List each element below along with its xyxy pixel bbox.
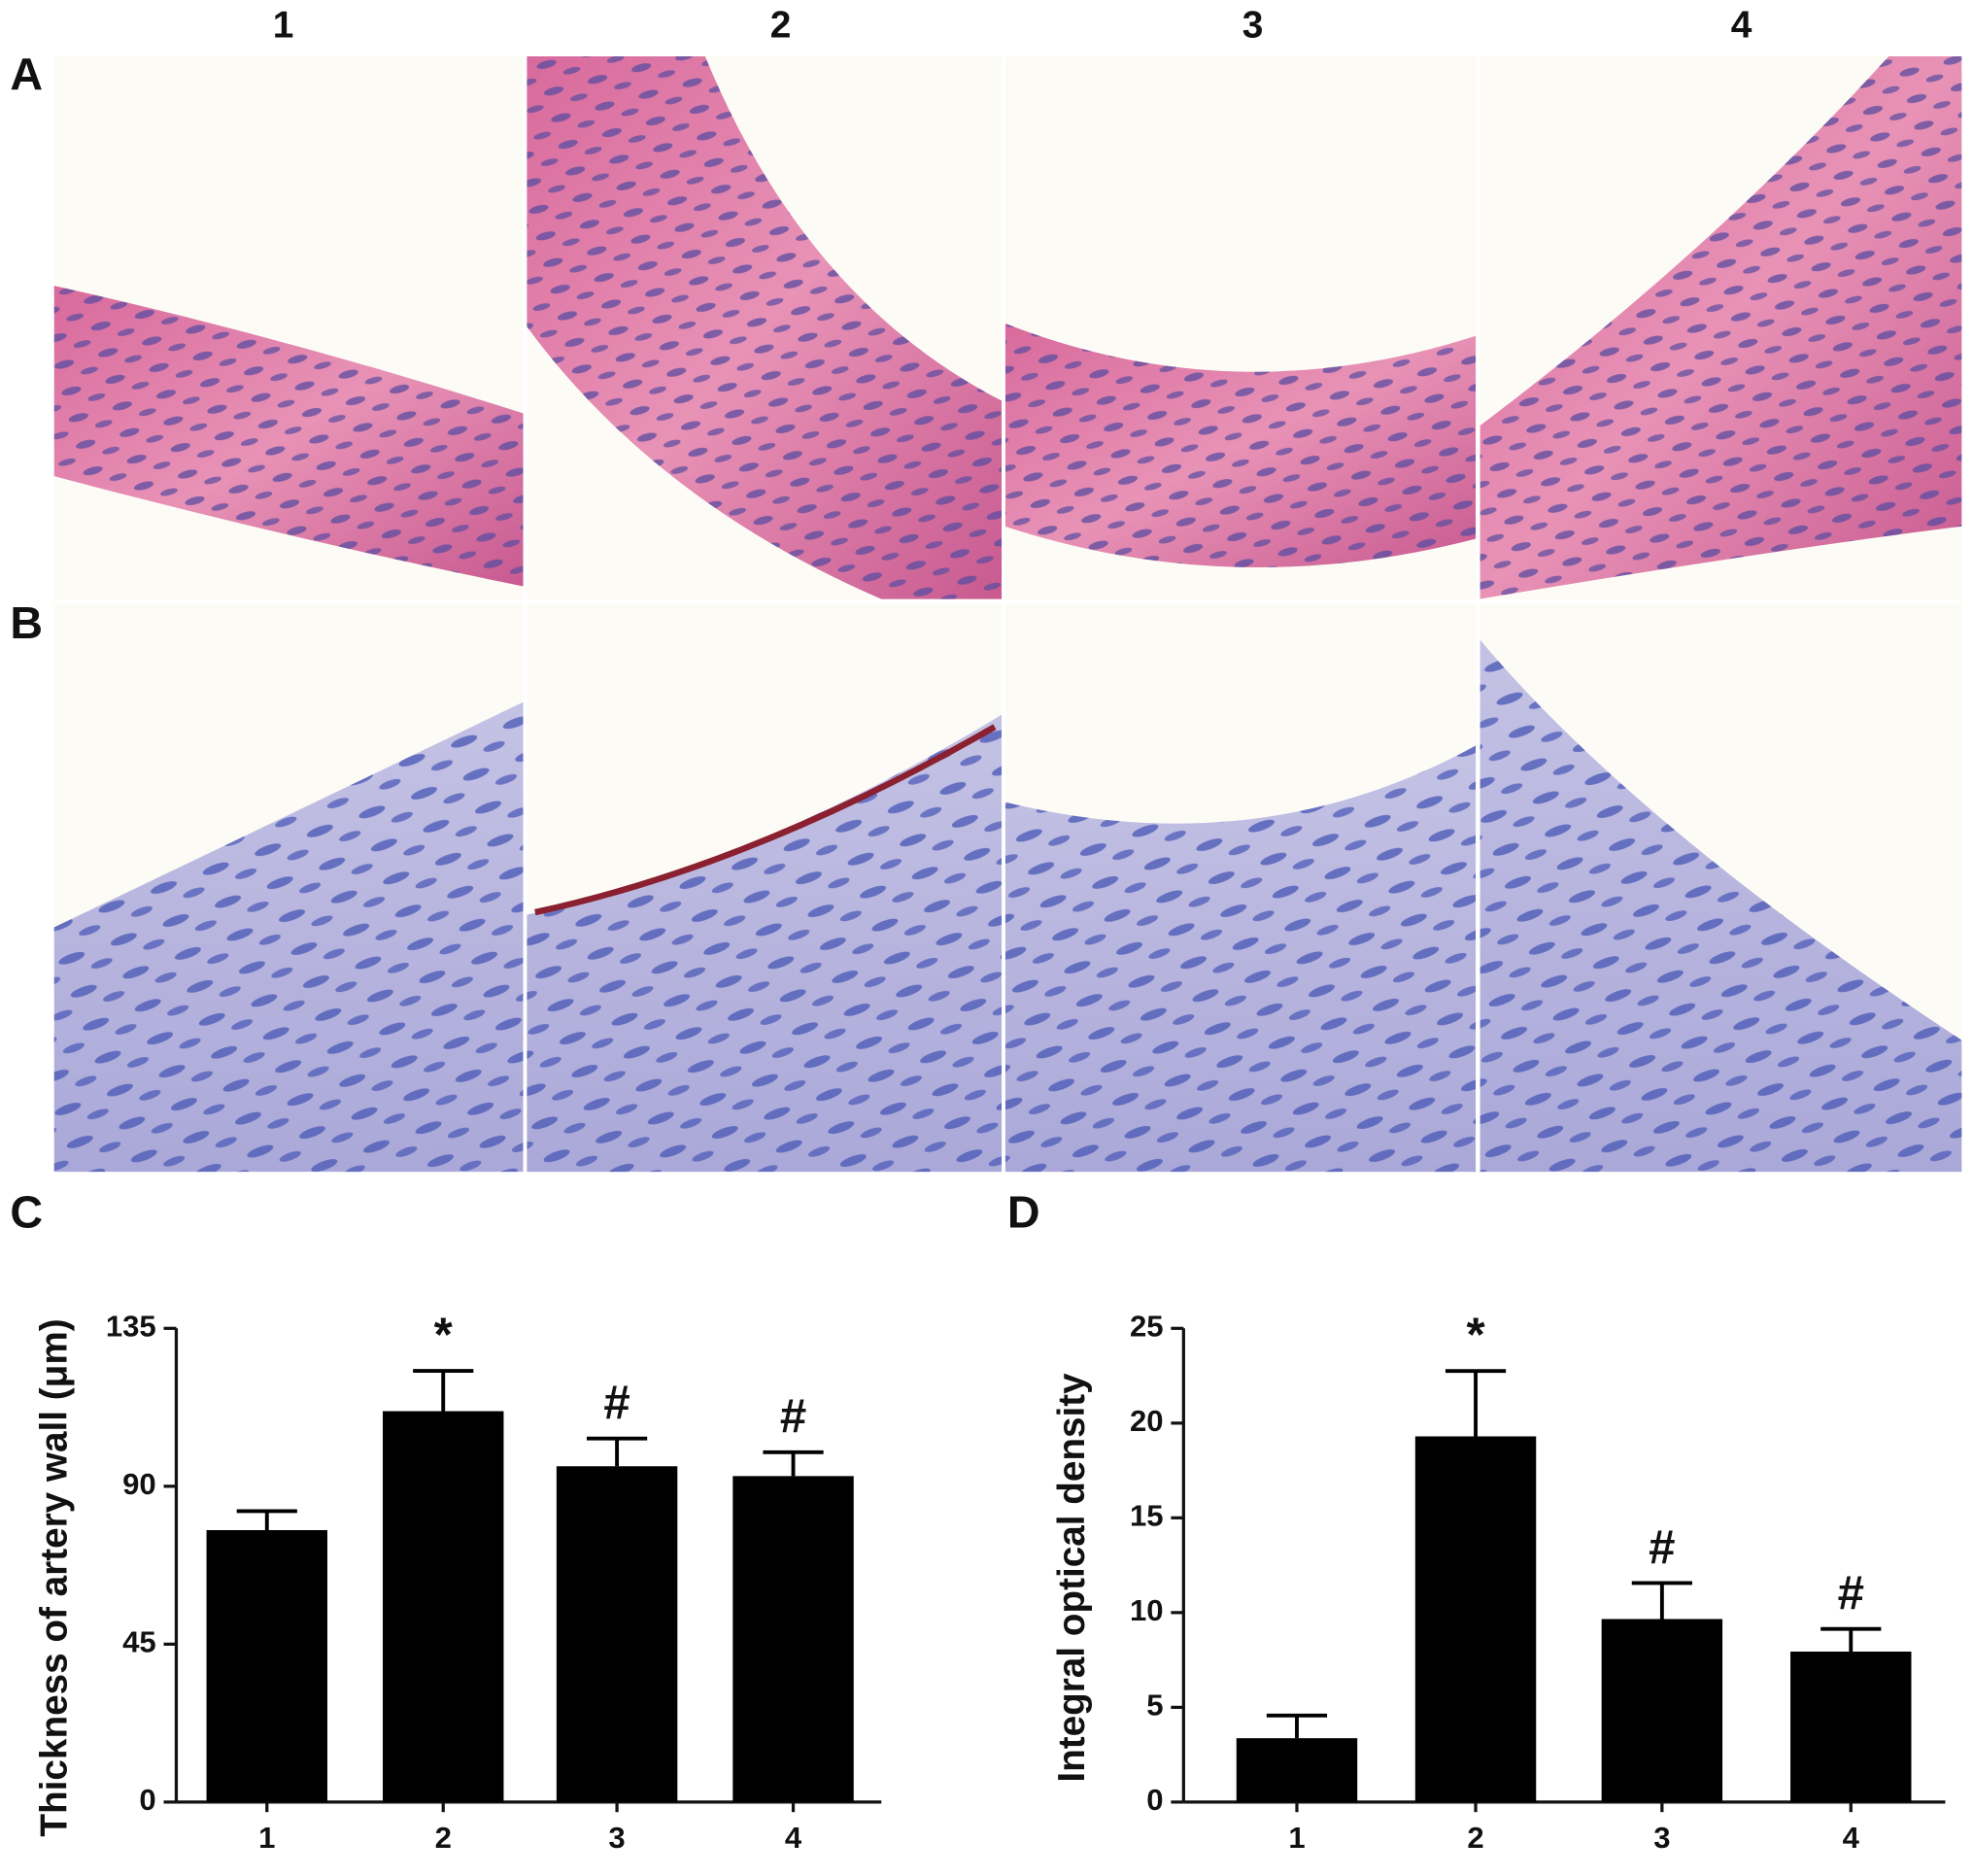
- column-label: 1: [273, 5, 294, 47]
- stain-b2: [534, 724, 997, 916]
- y-tick-label: 10: [1130, 1593, 1164, 1627]
- nuclei-a4: [1479, 56, 1962, 599]
- bar: [732, 1476, 854, 1802]
- column-label: 3: [1242, 5, 1264, 47]
- column-label: 4: [1731, 5, 1752, 47]
- nuclei-a2: [526, 56, 1003, 599]
- y-tick-label: 5: [1146, 1688, 1163, 1723]
- significance-marker: *: [1466, 1310, 1485, 1362]
- y-tick-label: 45: [122, 1625, 156, 1659]
- bar: [383, 1411, 504, 1802]
- nuclei-a1: [53, 286, 525, 587]
- x-tick-label: 3: [608, 1821, 625, 1855]
- panel-label: D: [1007, 1187, 1040, 1238]
- nuclei-a3: [1004, 323, 1477, 567]
- y-tick-label: 135: [106, 1310, 156, 1344]
- y-tick-label: 20: [1130, 1404, 1164, 1438]
- column-label: 2: [770, 5, 792, 47]
- x-tick-label: 1: [258, 1821, 275, 1855]
- significance-marker: *: [434, 1310, 454, 1362]
- panel-label: A: [10, 49, 43, 99]
- significance-marker: #: [780, 1390, 806, 1443]
- significance-marker: #: [1649, 1521, 1675, 1574]
- y-tick-label: 90: [122, 1467, 156, 1501]
- panel-label: C: [10, 1187, 43, 1238]
- nuclei-b1: [53, 701, 525, 1173]
- panel-label: B: [10, 597, 43, 648]
- y-tick-label: 0: [139, 1783, 155, 1817]
- y-tick-label: 0: [1146, 1783, 1163, 1817]
- x-tick-label: 4: [785, 1821, 802, 1855]
- y-tick-label: 25: [1130, 1310, 1164, 1344]
- significance-marker: #: [603, 1377, 629, 1429]
- bar: [556, 1466, 678, 1802]
- nuclei-b2: [526, 714, 1003, 1173]
- bar: [206, 1529, 327, 1802]
- histology-images: [53, 56, 1962, 1173]
- y-tick-label: 15: [1130, 1499, 1164, 1533]
- y-axis-label: Integral optical density: [1051, 1373, 1093, 1783]
- x-tick-label: 1: [1288, 1821, 1305, 1855]
- bar: [1414, 1436, 1537, 1802]
- bar: [1790, 1652, 1912, 1802]
- x-tick-label: 3: [1653, 1821, 1670, 1855]
- nuclei-b3: [1004, 745, 1477, 1173]
- nuclei-b4: [1479, 638, 1962, 1173]
- y-axis-label: Thickness of artery wall (μm): [34, 1318, 76, 1836]
- x-tick-label: 2: [1467, 1821, 1483, 1855]
- x-tick-label: 4: [1843, 1821, 1860, 1855]
- significance-marker: #: [1838, 1567, 1864, 1620]
- bar: [1601, 1619, 1723, 1802]
- x-tick-label: 2: [435, 1821, 452, 1855]
- bar: [1236, 1738, 1358, 1802]
